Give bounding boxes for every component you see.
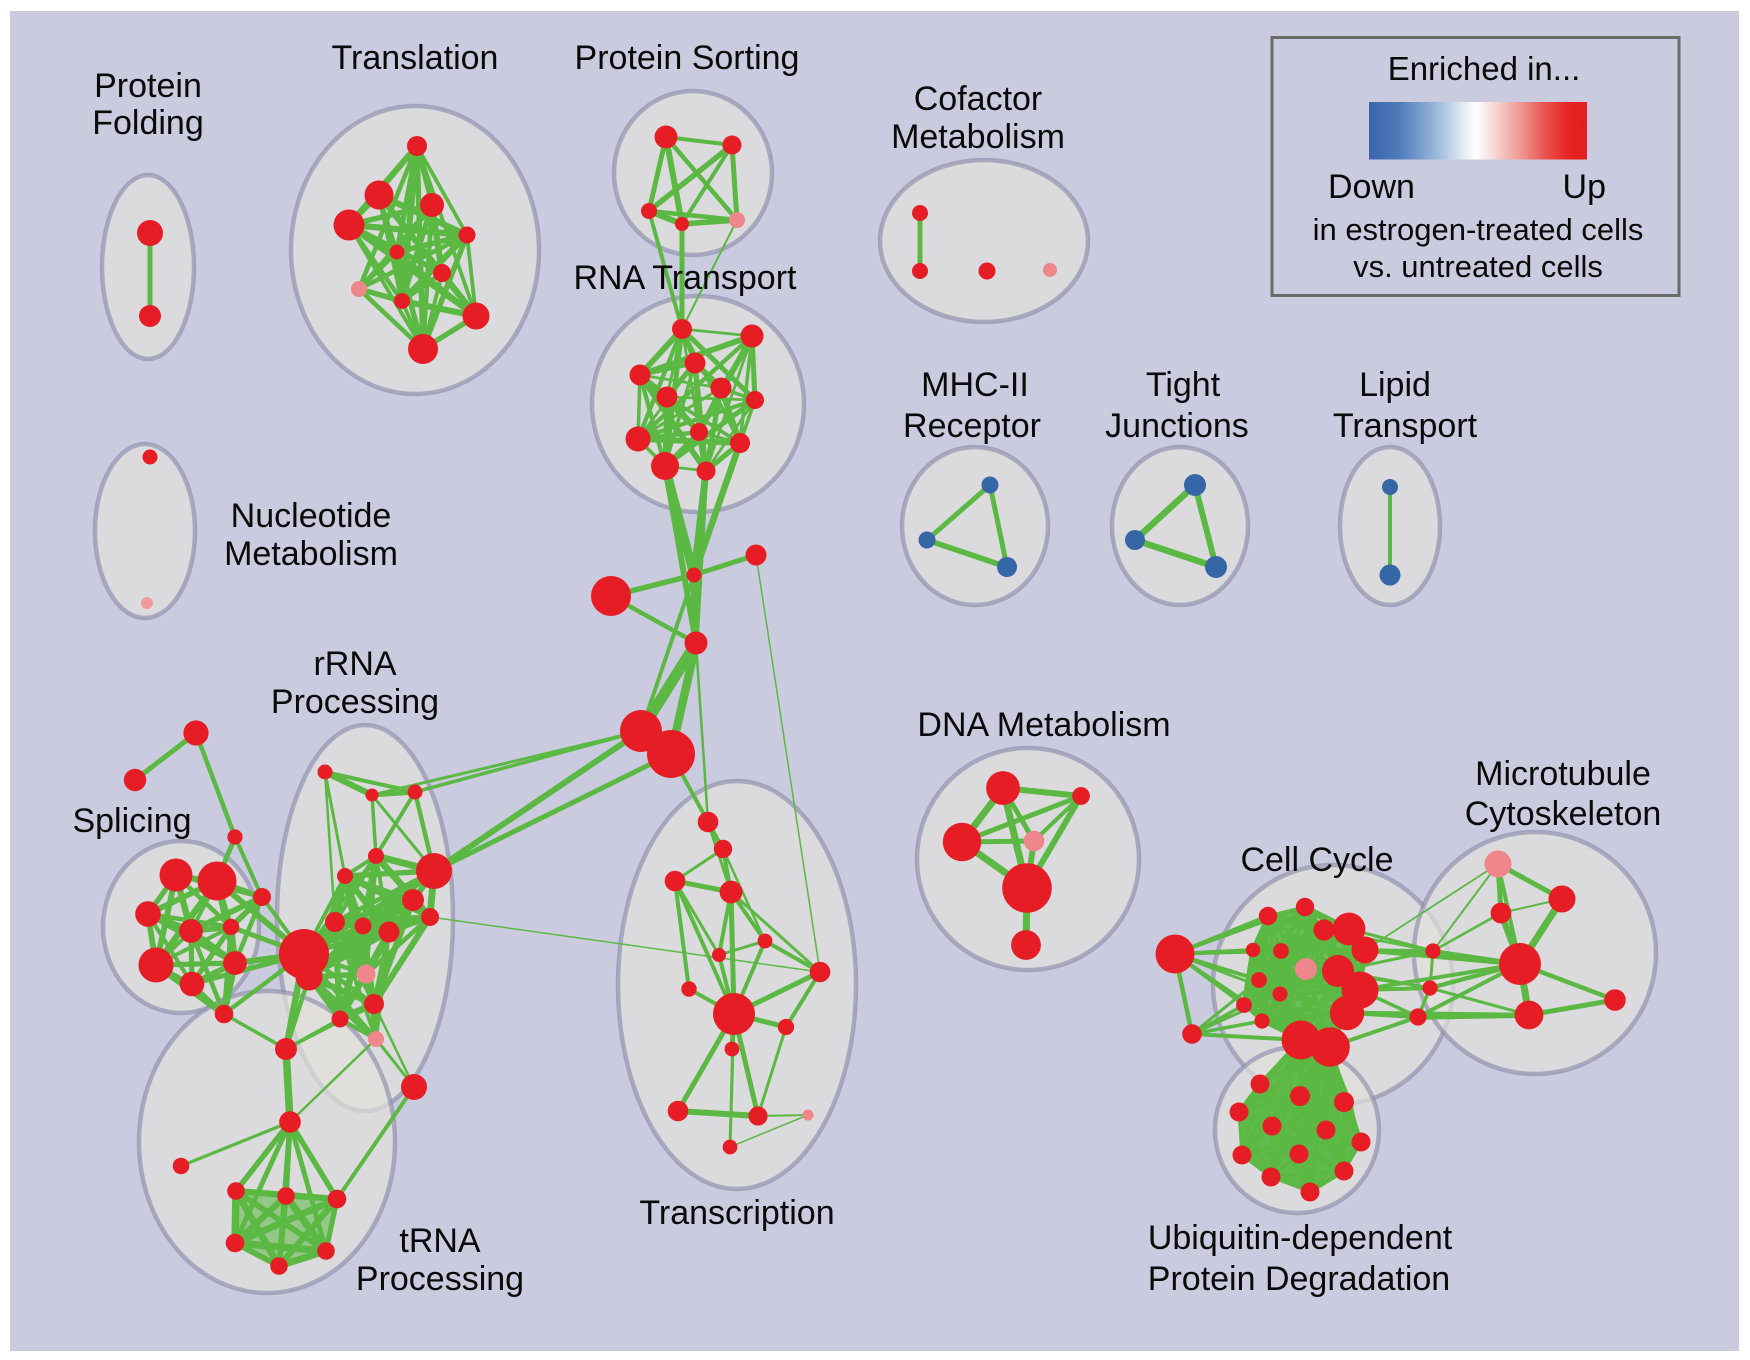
svg-text:Transcription: Transcription — [639, 1194, 834, 1232]
svg-text:Receptor: Receptor — [903, 407, 1041, 445]
svg-text:in estrogen-treated cells: in estrogen-treated cells — [1313, 212, 1644, 247]
svg-text:MHC-II: MHC-II — [921, 366, 1029, 404]
svg-text:Up: Up — [1563, 168, 1606, 206]
svg-text:Metabolism: Metabolism — [224, 535, 398, 573]
svg-text:Translation: Translation — [332, 39, 499, 77]
svg-text:Microtubule: Microtubule — [1475, 755, 1651, 793]
svg-text:tRNA: tRNA — [399, 1222, 481, 1260]
svg-text:Cofactor: Cofactor — [914, 80, 1043, 118]
svg-text:Folding: Folding — [92, 104, 204, 142]
svg-text:rRNA: rRNA — [313, 645, 396, 683]
svg-text:Cytoskeleton: Cytoskeleton — [1465, 795, 1662, 833]
svg-text:Junctions: Junctions — [1105, 407, 1249, 445]
svg-text:Lipid: Lipid — [1359, 366, 1431, 404]
svg-text:Down: Down — [1328, 168, 1415, 206]
svg-text:Ubiquitin-dependent: Ubiquitin-dependent — [1148, 1219, 1453, 1257]
svg-text:Transport: Transport — [1333, 407, 1478, 445]
svg-text:Splicing: Splicing — [72, 802, 191, 840]
svg-text:Enriched in...: Enriched in... — [1388, 50, 1581, 87]
svg-text:Tight: Tight — [1146, 366, 1221, 404]
svg-text:RNA Transport: RNA Transport — [574, 259, 798, 297]
svg-text:vs. untreated cells: vs. untreated cells — [1353, 249, 1603, 284]
svg-text:Cell Cycle: Cell Cycle — [1240, 841, 1393, 879]
svg-text:Processing: Processing — [356, 1260, 524, 1298]
svg-text:Protein: Protein — [94, 67, 202, 105]
svg-text:Processing: Processing — [271, 683, 439, 721]
svg-text:Protein Degradation: Protein Degradation — [1148, 1260, 1450, 1298]
svg-text:Protein Sorting: Protein Sorting — [575, 39, 800, 77]
svg-text:Metabolism: Metabolism — [891, 118, 1065, 156]
svg-text:DNA Metabolism: DNA Metabolism — [917, 706, 1170, 744]
svg-text:Nucleotide: Nucleotide — [231, 497, 392, 535]
